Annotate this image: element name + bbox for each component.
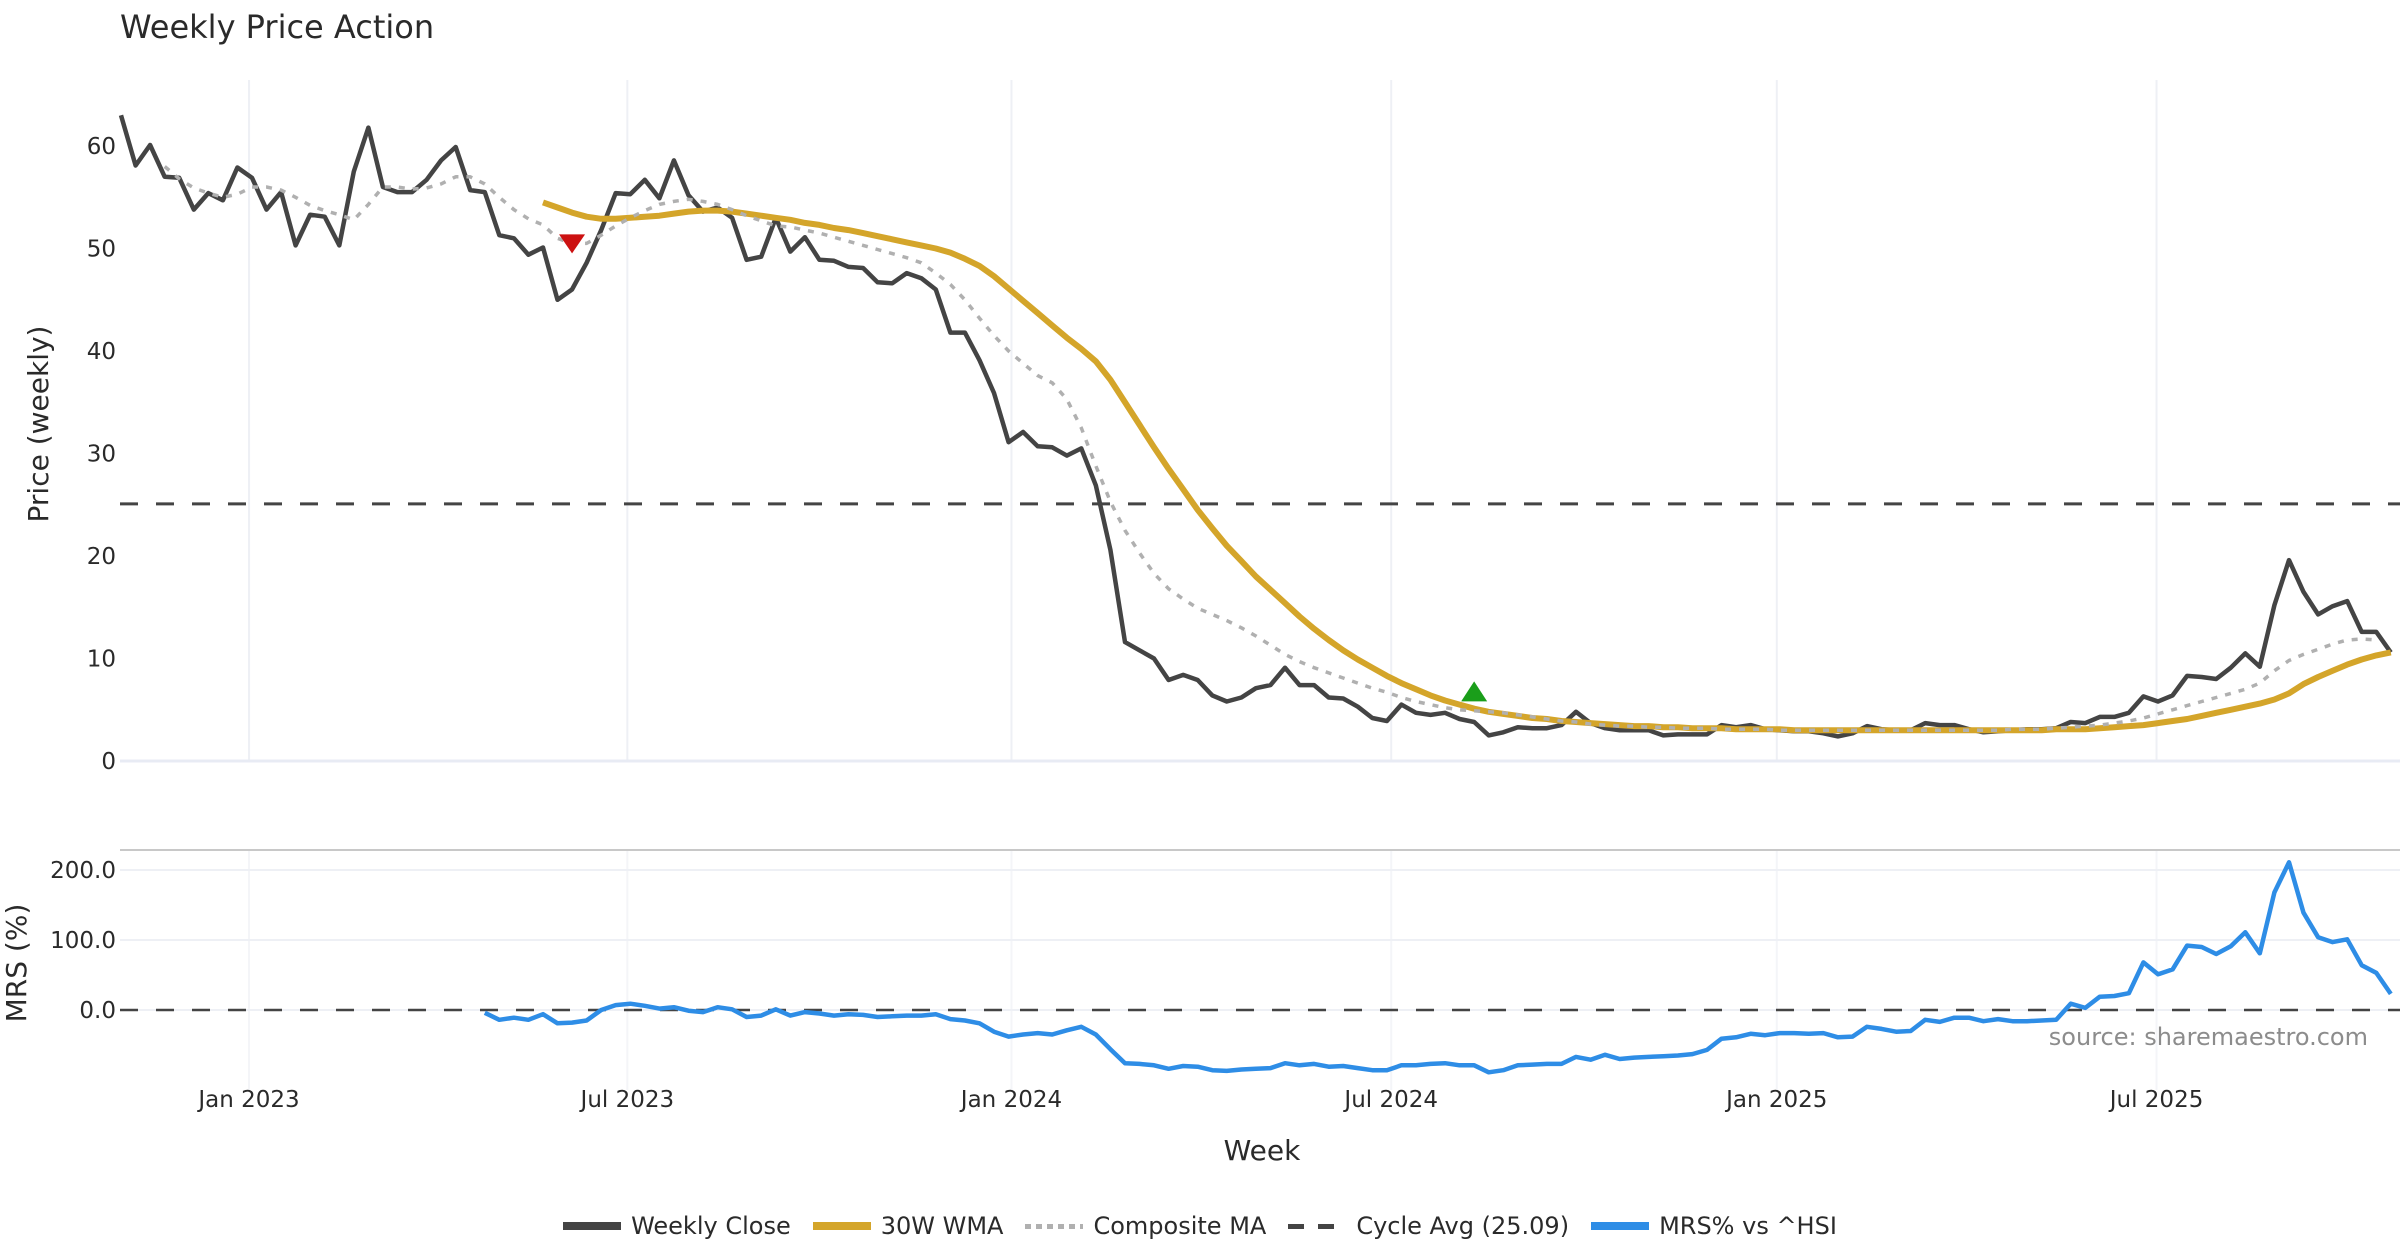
legend-swatch-icon	[1591, 1222, 1650, 1230]
legend-label: Cycle Avg (25.09)	[1356, 1212, 1570, 1240]
mrs-y-axis-title: MRS (%)	[0, 904, 33, 1023]
legend-label: MRS% vs ^HSI	[1659, 1212, 1837, 1240]
composite-ma-series	[163, 165, 2377, 733]
x-tick-label: Jan 2025	[1724, 1087, 1827, 1113]
sell-signal-marker	[559, 234, 586, 254]
marker-layer	[559, 234, 1488, 702]
price-y-axis-title: Price (weekly)	[22, 326, 55, 523]
legend-label: 30W WMA	[880, 1212, 1004, 1240]
mrs-y-tick-label: 200.0	[50, 858, 116, 884]
legend-swatch-icon	[563, 1222, 622, 1230]
legend-swatch-icon	[1288, 1223, 1347, 1229]
legend-swatch-icon	[812, 1222, 871, 1230]
30w-wma-series	[542, 199, 2392, 734]
x-tick-label: Jul 2024	[1342, 1087, 1438, 1113]
legend-label: Weekly Close	[631, 1212, 791, 1240]
x-tick-label: Jan 2024	[959, 1087, 1062, 1113]
x-tick-label: Jul 2023	[579, 1087, 675, 1113]
legend-item[interactable]: Cycle Avg (25.09)	[1288, 1212, 1569, 1240]
axis-layer: Jan 2023 Jul 2023 Jan 2024 Jul 2024 Jan 2025…	[50, 134, 2203, 1113]
price-y-tick-label: 10	[87, 647, 116, 673]
legend-item[interactable]: MRS% vs ^HSI	[1591, 1212, 1837, 1240]
legend-label: Composite MA	[1093, 1212, 1267, 1240]
legend-item[interactable]: 30W WMA	[812, 1212, 1004, 1240]
price-y-tick-label: 30	[87, 442, 116, 468]
price-y-tick-label: 60	[87, 134, 116, 160]
series-layer	[118, 114, 2393, 1075]
price-y-tick-label: 20	[87, 544, 116, 570]
chart-title: Weekly Price Action	[120, 8, 435, 46]
legend: Weekly Close 30W WMA Composite MA Cycle Avg…	[0, 1212, 2400, 1240]
mrs-vs-hsi-series	[483, 860, 2393, 1075]
x-axis-title: Week	[1224, 1134, 1301, 1167]
price-y-tick-label: 0	[101, 749, 116, 775]
grid-layer	[120, 80, 2400, 1090]
weekly-close-series	[118, 114, 2393, 739]
legend-swatch-icon	[1025, 1223, 1084, 1229]
x-tick-label: Jan 2023	[196, 1087, 299, 1113]
legend-item[interactable]: Composite MA	[1025, 1212, 1266, 1240]
mrs-y-tick-label: 0.0	[79, 998, 116, 1024]
legend-item[interactable]: Weekly Close	[563, 1212, 791, 1240]
price-y-tick-label: 40	[87, 339, 116, 365]
x-tick-label: Jul 2025	[2108, 1087, 2204, 1113]
mrs-y-tick-label: 100.0	[50, 928, 116, 954]
buy-signal-marker	[1461, 681, 1488, 702]
price-y-tick-label: 50	[87, 237, 116, 263]
source-note: source: sharemaestro.com	[2049, 1023, 2368, 1051]
